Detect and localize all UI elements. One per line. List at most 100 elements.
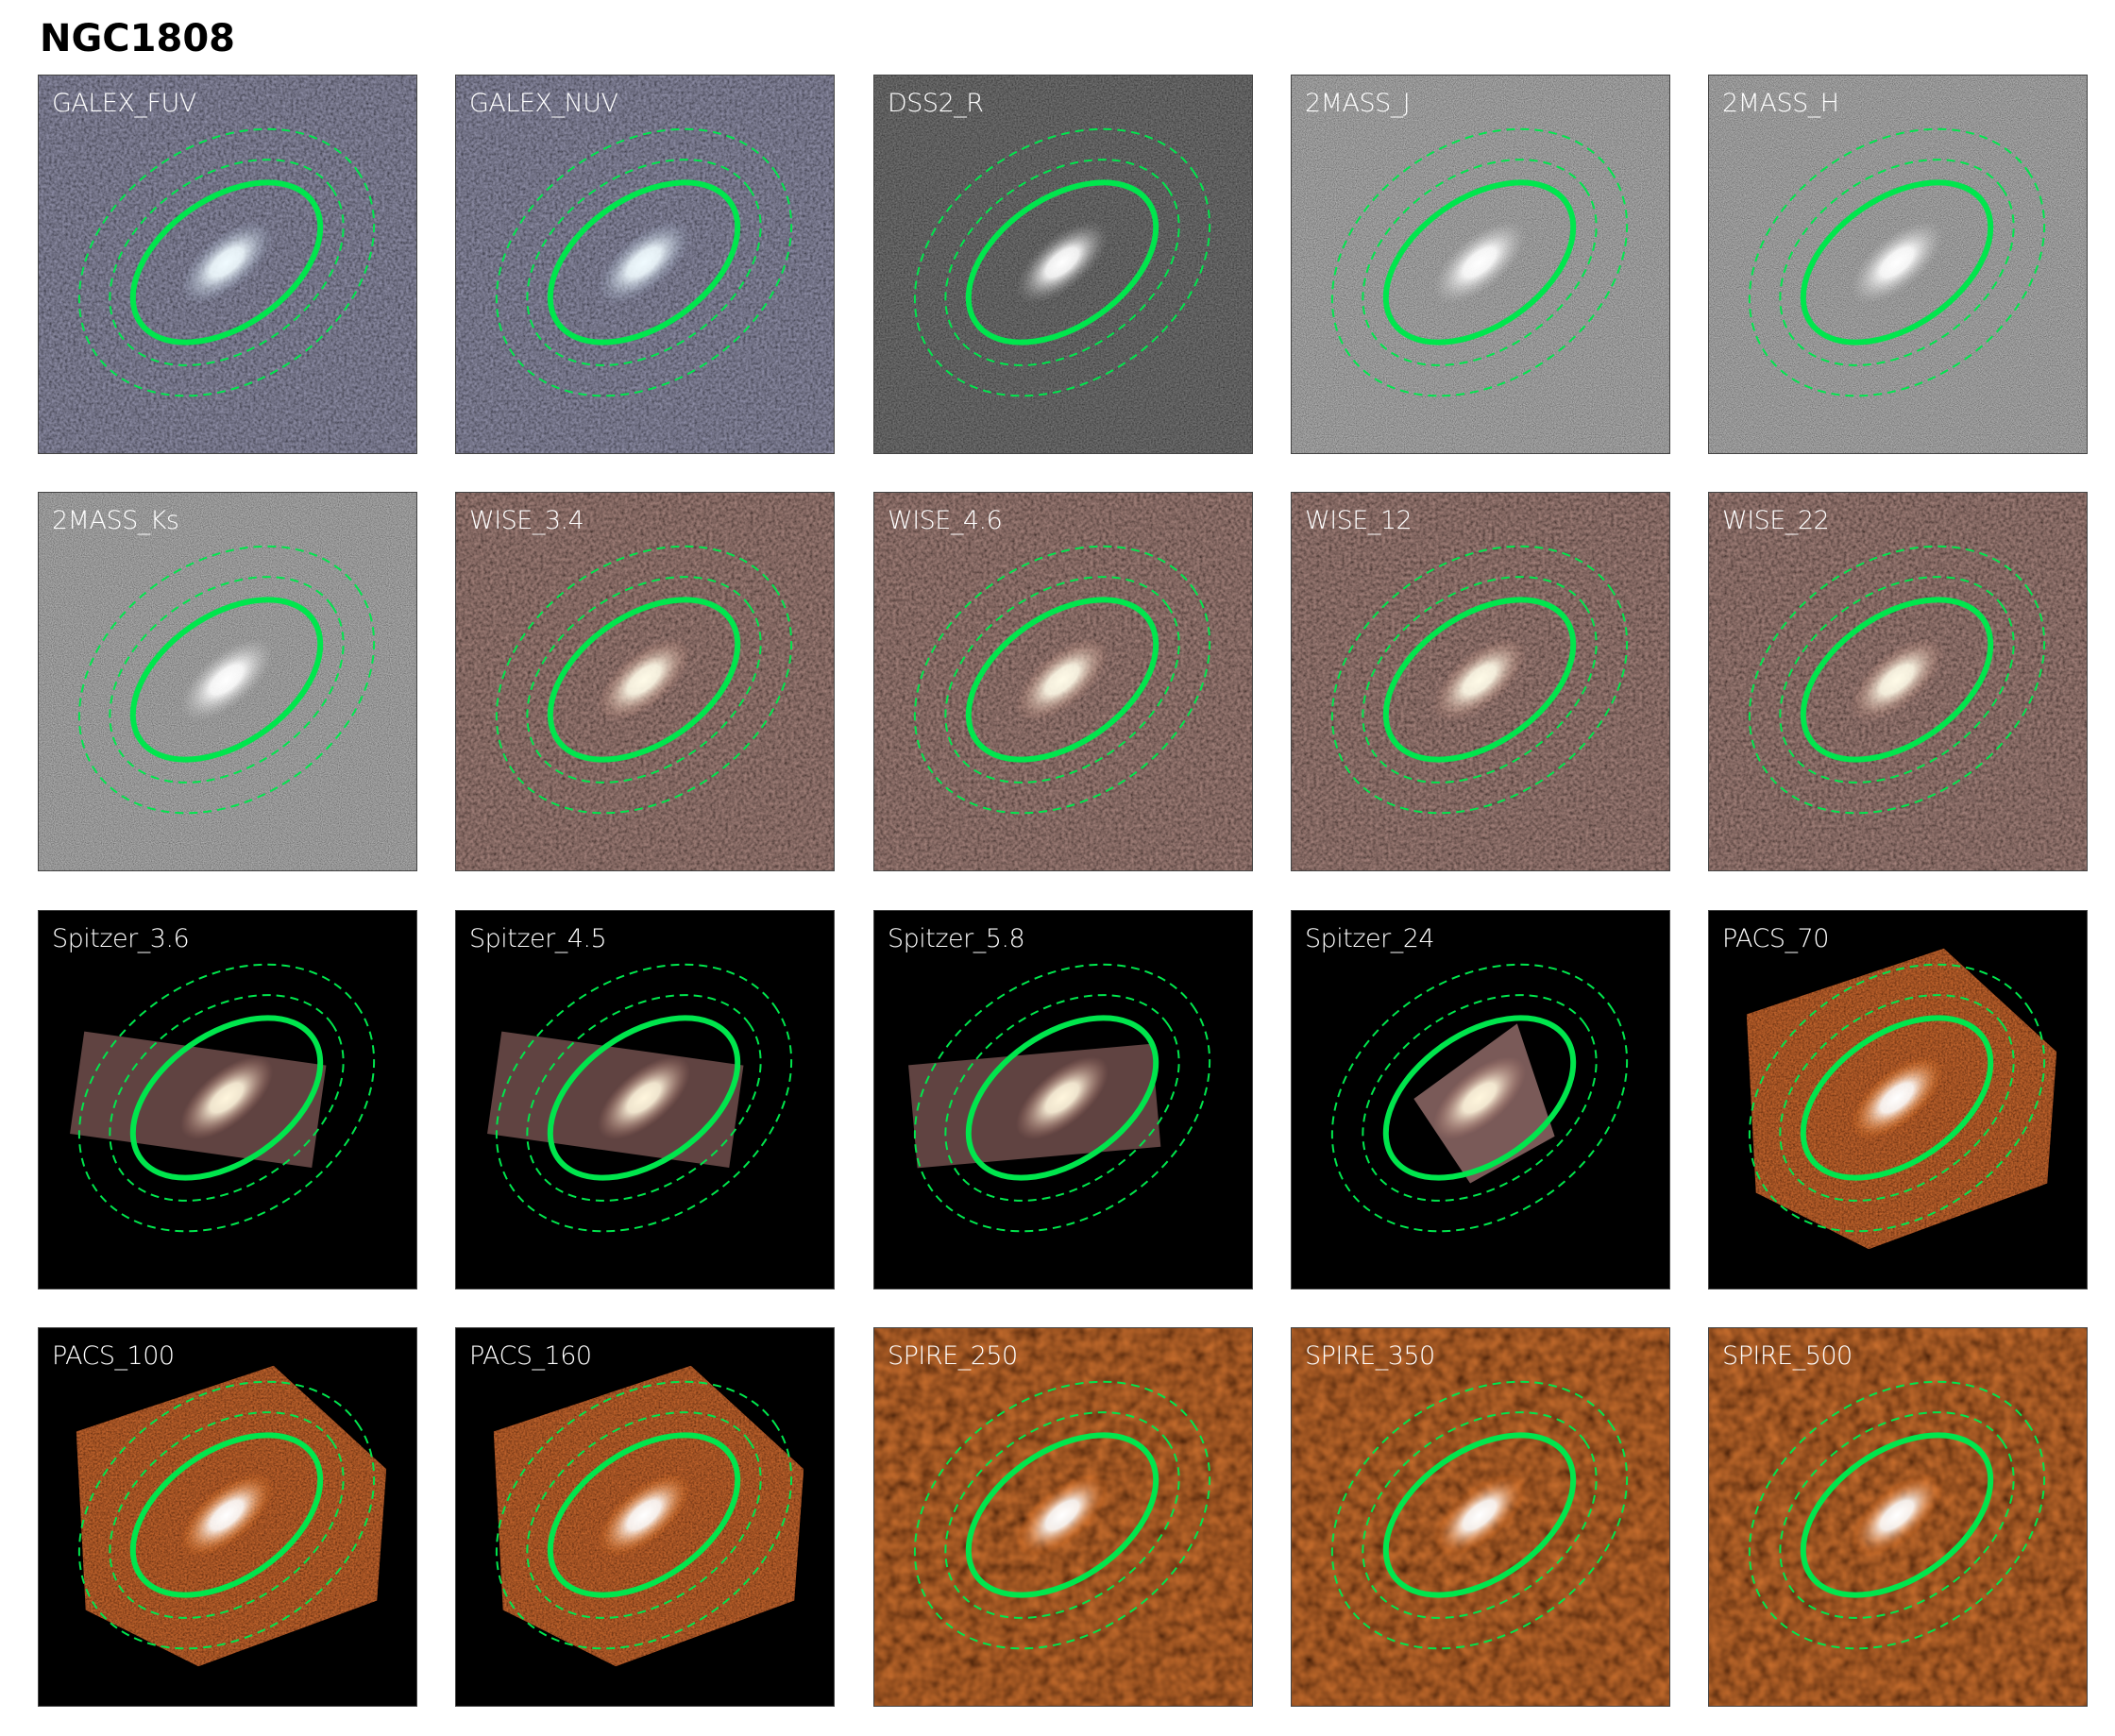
inner-dashed-aperture xyxy=(1779,994,2015,1202)
sky-image xyxy=(1292,911,1669,1289)
image-panel-spire-250: SPIRE_250 xyxy=(873,1327,1253,1707)
band-label: WISE_12 xyxy=(1305,506,1413,535)
sky-image xyxy=(456,1328,834,1706)
outer-dashed-aperture xyxy=(1748,1380,2046,1650)
image-panel-galex-fuv: GALEX_FUV xyxy=(38,75,417,454)
inner-dashed-aperture xyxy=(1362,1411,1598,1619)
galaxy-core xyxy=(597,1474,691,1557)
main-aperture-ellipse xyxy=(1382,179,1577,346)
outer-dashed-aperture xyxy=(913,1380,1211,1650)
galaxy-core xyxy=(1850,1474,1944,1557)
image-panel-dss2-r: DSS2_R xyxy=(873,75,1253,454)
outer-dashed-aperture xyxy=(1748,545,2046,815)
outer-dashed-aperture xyxy=(913,963,1211,1233)
outer-dashed-aperture xyxy=(495,1380,793,1650)
outer-dashed-aperture xyxy=(1330,127,1629,397)
image-panel-pacs-160: PACS_160 xyxy=(455,1327,835,1707)
main-aperture-ellipse xyxy=(547,1015,741,1181)
figure-title: NGC1808 xyxy=(40,17,235,60)
image-panel-wise-4-6: WISE_4.6 xyxy=(873,492,1253,871)
band-label: SPIRE_500 xyxy=(1722,1341,1853,1371)
outer-dashed-aperture xyxy=(77,1380,376,1650)
band-label: 2MASS_J xyxy=(1305,89,1411,118)
inner-dashed-aperture xyxy=(109,1411,345,1619)
sky-image xyxy=(456,76,834,453)
sky-image xyxy=(456,493,834,870)
main-aperture-ellipse xyxy=(1382,1015,1577,1181)
image-panel-2mass-j: 2MASS_J xyxy=(1291,75,1670,454)
galaxy-core xyxy=(597,221,691,304)
main-aperture-ellipse xyxy=(129,1015,324,1181)
main-aperture-ellipse xyxy=(965,597,1159,763)
main-aperture-ellipse xyxy=(965,1432,1159,1598)
main-aperture-ellipse xyxy=(547,597,741,763)
inner-dashed-aperture xyxy=(109,159,345,366)
main-aperture-ellipse xyxy=(129,597,324,763)
outer-dashed-aperture xyxy=(495,963,793,1233)
band-label: GALEX_FUV xyxy=(52,89,196,118)
outer-dashed-aperture xyxy=(1330,1380,1629,1650)
image-panel-pacs-100: PACS_100 xyxy=(38,1327,417,1707)
galaxy-core xyxy=(1015,638,1109,721)
inner-dashed-aperture xyxy=(1362,576,1598,784)
band-label: WISE_3.4 xyxy=(469,506,584,535)
galaxy-core xyxy=(1432,221,1527,304)
main-aperture-ellipse xyxy=(1382,1432,1577,1598)
sky-image xyxy=(874,911,1252,1289)
image-panel-2mass-h: 2MASS_H xyxy=(1708,75,2088,454)
band-label: Spitzer_4.5 xyxy=(469,924,607,953)
band-label: Spitzer_3.6 xyxy=(52,924,190,953)
inner-dashed-aperture xyxy=(1779,576,2015,784)
sky-image xyxy=(1709,76,2087,453)
galaxy-core xyxy=(1432,1474,1527,1557)
galaxy-core xyxy=(1015,1056,1109,1139)
sky-image xyxy=(1292,1328,1669,1706)
sky-image xyxy=(39,76,416,453)
sky-image xyxy=(39,493,416,870)
image-panel-wise-12: WISE_12 xyxy=(1291,492,1670,871)
galaxy-core xyxy=(597,638,691,721)
sky-image xyxy=(1292,76,1669,453)
band-label: SPIRE_350 xyxy=(1305,1341,1435,1371)
galaxy-core xyxy=(597,1056,691,1139)
main-aperture-ellipse xyxy=(1800,179,1994,346)
galaxy-core xyxy=(1850,221,1944,304)
galaxy-core xyxy=(1432,1056,1527,1139)
galaxy-core xyxy=(1015,1474,1109,1557)
outer-dashed-aperture xyxy=(913,127,1211,397)
main-aperture-ellipse xyxy=(965,1015,1159,1181)
main-aperture-ellipse xyxy=(547,1432,741,1598)
sky-image xyxy=(1709,911,2087,1289)
image-panel-spire-500: SPIRE_500 xyxy=(1708,1327,2088,1707)
band-label: PACS_160 xyxy=(469,1341,592,1371)
inner-dashed-aperture xyxy=(1779,1411,2015,1619)
main-aperture-ellipse xyxy=(1382,597,1577,763)
band-label: WISE_4.6 xyxy=(888,506,1003,535)
main-aperture-ellipse xyxy=(129,179,324,346)
inner-dashed-aperture xyxy=(944,1411,1180,1619)
main-aperture-ellipse xyxy=(965,179,1159,346)
image-panel-pacs-70: PACS_70 xyxy=(1708,910,2088,1289)
image-panel-2mass-ks: 2MASS_Ks xyxy=(38,492,417,871)
sky-image xyxy=(1292,493,1669,870)
sky-image xyxy=(874,1328,1252,1706)
inner-dashed-aperture xyxy=(944,576,1180,784)
inner-dashed-aperture xyxy=(1362,159,1598,366)
sky-image xyxy=(1709,493,2087,870)
image-panel-wise-3-4: WISE_3.4 xyxy=(455,492,835,871)
band-label: Spitzer_5.8 xyxy=(888,924,1025,953)
outer-dashed-aperture xyxy=(1748,127,2046,397)
band-label: DSS2_R xyxy=(888,89,984,118)
main-aperture-ellipse xyxy=(547,179,741,346)
band-label: PACS_100 xyxy=(52,1341,175,1371)
main-aperture-ellipse xyxy=(1800,1432,1994,1598)
outer-dashed-aperture xyxy=(1748,963,2046,1233)
sky-image xyxy=(39,1328,416,1706)
band-label: PACS_70 xyxy=(1722,924,1829,953)
image-panel-spitzer-4-5: Spitzer_4.5 xyxy=(455,910,835,1289)
image-panel-spitzer-3-6: Spitzer_3.6 xyxy=(38,910,417,1289)
inner-dashed-aperture xyxy=(526,159,762,366)
band-label: WISE_22 xyxy=(1722,506,1830,535)
inner-dashed-aperture xyxy=(526,994,762,1202)
inner-dashed-aperture xyxy=(944,159,1180,366)
